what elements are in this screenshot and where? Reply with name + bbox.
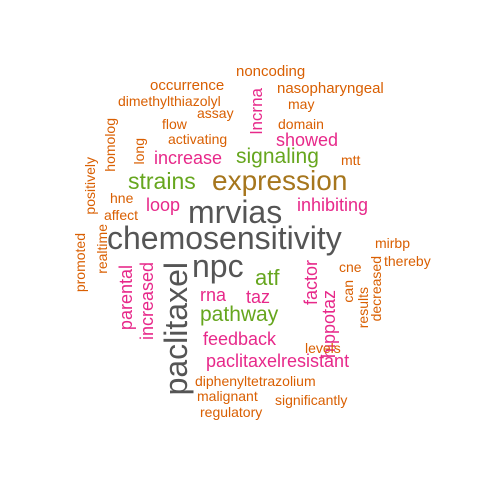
word-diphenyltetrazolium: diphenyltetrazolium bbox=[195, 373, 316, 389]
word-taz: taz bbox=[246, 287, 271, 307]
word-expression: expression bbox=[212, 165, 348, 196]
word-parental: parental bbox=[116, 265, 136, 331]
word-atf: atf bbox=[255, 265, 280, 290]
word-rna: rna bbox=[200, 285, 227, 305]
word-flow: flow bbox=[162, 116, 187, 132]
word-increased: increased bbox=[137, 262, 157, 341]
word-increase: increase bbox=[154, 148, 223, 168]
word-regulatory: regulatory bbox=[200, 404, 263, 420]
word-thereby: thereby bbox=[384, 253, 431, 269]
word-feedback: feedback bbox=[203, 329, 277, 349]
word-promoted: promoted bbox=[72, 233, 88, 293]
word-homolog: homolog bbox=[102, 118, 118, 172]
word-mrvias: mrvias bbox=[188, 194, 283, 230]
word-noncoding: noncoding bbox=[236, 63, 306, 80]
word-cne: cne bbox=[339, 259, 362, 275]
word-inhibiting: inhibiting bbox=[297, 195, 369, 215]
word-nasopharyngeal: nasopharyngeal bbox=[277, 80, 384, 97]
word-signaling: signaling bbox=[236, 145, 319, 168]
word-may: may bbox=[288, 96, 315, 112]
word-significantly: significantly bbox=[275, 392, 348, 408]
word-npc: npc bbox=[192, 248, 244, 284]
word-activating: activating bbox=[168, 131, 228, 147]
word-pathway: pathway bbox=[200, 303, 279, 326]
word-domain: domain bbox=[278, 116, 324, 132]
word-affect: affect bbox=[104, 207, 138, 223]
word-mirbp: mirbp bbox=[375, 235, 411, 251]
word-paclitaxelresistant: paclitaxelresistant bbox=[206, 351, 350, 371]
word-long: long bbox=[131, 138, 147, 165]
word-hne: hne bbox=[110, 190, 134, 206]
word-chemosensitivity: chemosensitivity bbox=[107, 220, 342, 256]
word-loop: loop bbox=[146, 195, 181, 215]
word-can: can bbox=[340, 280, 356, 303]
word-malignant: malignant bbox=[197, 388, 258, 404]
word-occurrence: occurrence bbox=[150, 77, 225, 94]
word-assay: assay bbox=[197, 105, 234, 121]
word-factor: factor bbox=[301, 260, 321, 306]
word-dimethylthiazolyl: dimethylthiazolyl bbox=[118, 93, 221, 109]
word-lncrna: lncrna bbox=[247, 88, 266, 135]
word-positively: positively bbox=[82, 157, 98, 215]
word-levels: levels bbox=[305, 340, 341, 356]
word-decreased: decreased bbox=[368, 256, 384, 322]
word-strains: strains bbox=[128, 168, 196, 194]
word-mtt: mtt bbox=[341, 152, 361, 168]
word-paclitaxel: paclitaxel bbox=[158, 262, 194, 396]
word-showed: showed bbox=[276, 130, 339, 150]
